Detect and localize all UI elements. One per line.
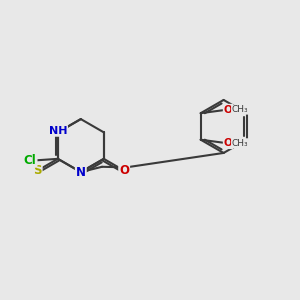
- Text: N: N: [76, 166, 86, 178]
- Text: Cl: Cl: [24, 154, 37, 167]
- Text: NH: NH: [49, 126, 67, 136]
- Text: O: O: [224, 105, 233, 115]
- Text: O: O: [224, 138, 233, 148]
- Text: S: S: [33, 164, 42, 177]
- Text: CH₃: CH₃: [232, 139, 248, 148]
- Text: CH₃: CH₃: [232, 105, 248, 114]
- Text: O: O: [119, 164, 129, 177]
